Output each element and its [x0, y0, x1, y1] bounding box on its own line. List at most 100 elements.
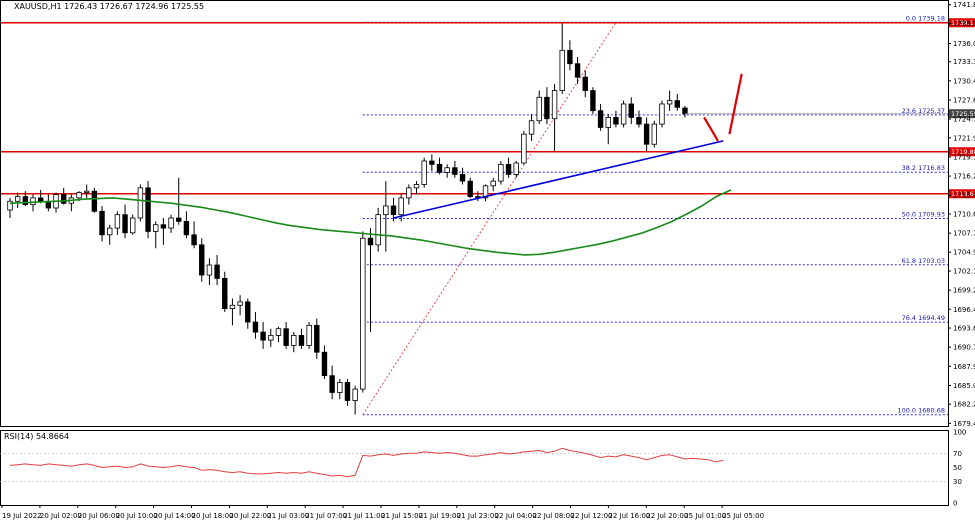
bear-candle-body — [122, 214, 128, 234]
candle — [22, 191, 29, 206]
bull-candle-body — [76, 192, 82, 199]
candle — [153, 221, 159, 249]
candle — [222, 271, 228, 312]
candle — [505, 157, 512, 178]
candle — [421, 157, 427, 188]
bull-candle-body — [153, 224, 159, 232]
bull-candle-body — [444, 167, 450, 173]
bear-candle-body — [329, 375, 335, 393]
time-tick-label: 21 Jul 11:00 — [343, 512, 385, 520]
candle — [375, 207, 381, 252]
price-tick-label: 1690.75 — [953, 344, 975, 352]
current-price-label: 1725.55 — [951, 110, 975, 118]
candle — [605, 114, 611, 145]
fibonacci-level-label: 50.0 1709.93 — [902, 211, 945, 219]
bull-candle-body — [406, 187, 412, 199]
candle — [613, 110, 619, 128]
bear-candle-body — [99, 210, 105, 236]
candle — [413, 181, 420, 195]
horizontal-level-label: 1719.88 — [951, 148, 975, 156]
bull-candle-body — [490, 180, 496, 187]
time-tick-label: 21 Jul 15:00 — [381, 512, 423, 520]
bull-candle-body — [482, 185, 489, 199]
bear-candle-body — [452, 167, 458, 175]
bear-candle-body — [367, 237, 374, 246]
bear-candle-body — [22, 196, 29, 206]
current-price-tag — [949, 109, 975, 119]
bear-candle-body — [199, 244, 205, 276]
bear-candle-body — [245, 301, 251, 323]
candle — [444, 164, 450, 178]
horizontal-level-tag — [949, 189, 975, 199]
candle — [229, 298, 236, 326]
candle — [283, 322, 289, 349]
bull-candle-body — [536, 96, 542, 122]
bear-candle-body — [636, 117, 642, 125]
candle — [337, 379, 343, 400]
candle — [498, 161, 504, 185]
price-tick-label: 1736.00 — [953, 40, 975, 48]
price-tick-label: 1730.45 — [953, 77, 975, 85]
candle — [459, 167, 466, 185]
candle — [597, 103, 604, 131]
candle — [513, 161, 519, 178]
candle — [567, 40, 573, 71]
candle — [628, 97, 634, 125]
bull-candle-body — [229, 304, 236, 309]
price-tick-label: 1685.05 — [953, 382, 975, 390]
horizontal-level-label: 1739.11 — [951, 19, 975, 27]
candle — [252, 311, 259, 339]
price-tick-label: 1724.75 — [953, 116, 975, 124]
candle — [137, 184, 144, 222]
fibonacci-level-label: 23.6 1725.37 — [902, 107, 945, 115]
bear-candle-body — [252, 321, 259, 333]
price-tick-label: 1679.40 — [953, 420, 975, 428]
candle — [659, 100, 665, 128]
bear-candle-body — [37, 197, 44, 202]
price-tick-label: 1682.25 — [953, 401, 975, 409]
rsi-line — [9, 447, 724, 478]
candle — [482, 184, 489, 202]
candle — [344, 379, 351, 406]
candle — [130, 214, 136, 235]
candle — [199, 238, 205, 282]
candle — [467, 177, 473, 198]
candle — [7, 197, 13, 219]
bull-candle-body — [352, 388, 358, 401]
candle — [114, 211, 121, 235]
bull-candle-body — [651, 123, 657, 145]
price-tick-label: 1721.95 — [953, 134, 975, 142]
bear-candle-body — [298, 335, 305, 346]
candle — [275, 326, 282, 343]
candle — [145, 181, 151, 239]
time-tick-label: 20 Jul 14:00 — [154, 512, 196, 520]
candle-layer — [7, 23, 688, 415]
price-tick-label: 1710.60 — [953, 211, 975, 219]
time-tick-label: 20 Jul 18:00 — [192, 512, 234, 520]
fibonacci-level-label: 76.4 1694.49 — [902, 314, 945, 322]
candle — [406, 184, 412, 205]
candle — [245, 298, 251, 329]
bear-candle-body — [628, 103, 634, 118]
time-tick-label: 20 Jul 06:00 — [78, 512, 120, 520]
candle — [544, 87, 550, 125]
bear-candle-body — [60, 194, 67, 204]
rsi-panel: 100 70 50 30 0 — [0, 429, 966, 508]
candle — [429, 154, 435, 172]
horizontal-level-label: 1713.62 — [951, 190, 975, 198]
time-tick-label: 25 Jul 01:00 — [684, 512, 726, 520]
bear-candle-body — [505, 163, 512, 175]
bear-candle-body — [344, 381, 351, 401]
bear-candle-body — [574, 63, 581, 78]
rsi-label: RSI(14) 54.8664 — [4, 432, 69, 441]
candle — [14, 192, 21, 208]
candle — [84, 184, 90, 200]
candle — [528, 114, 535, 141]
bear-candle-body — [191, 234, 197, 246]
overlay-layer: 1725.55 — [393, 73, 975, 219]
candle — [643, 117, 650, 151]
bull-candle-body — [421, 160, 427, 185]
